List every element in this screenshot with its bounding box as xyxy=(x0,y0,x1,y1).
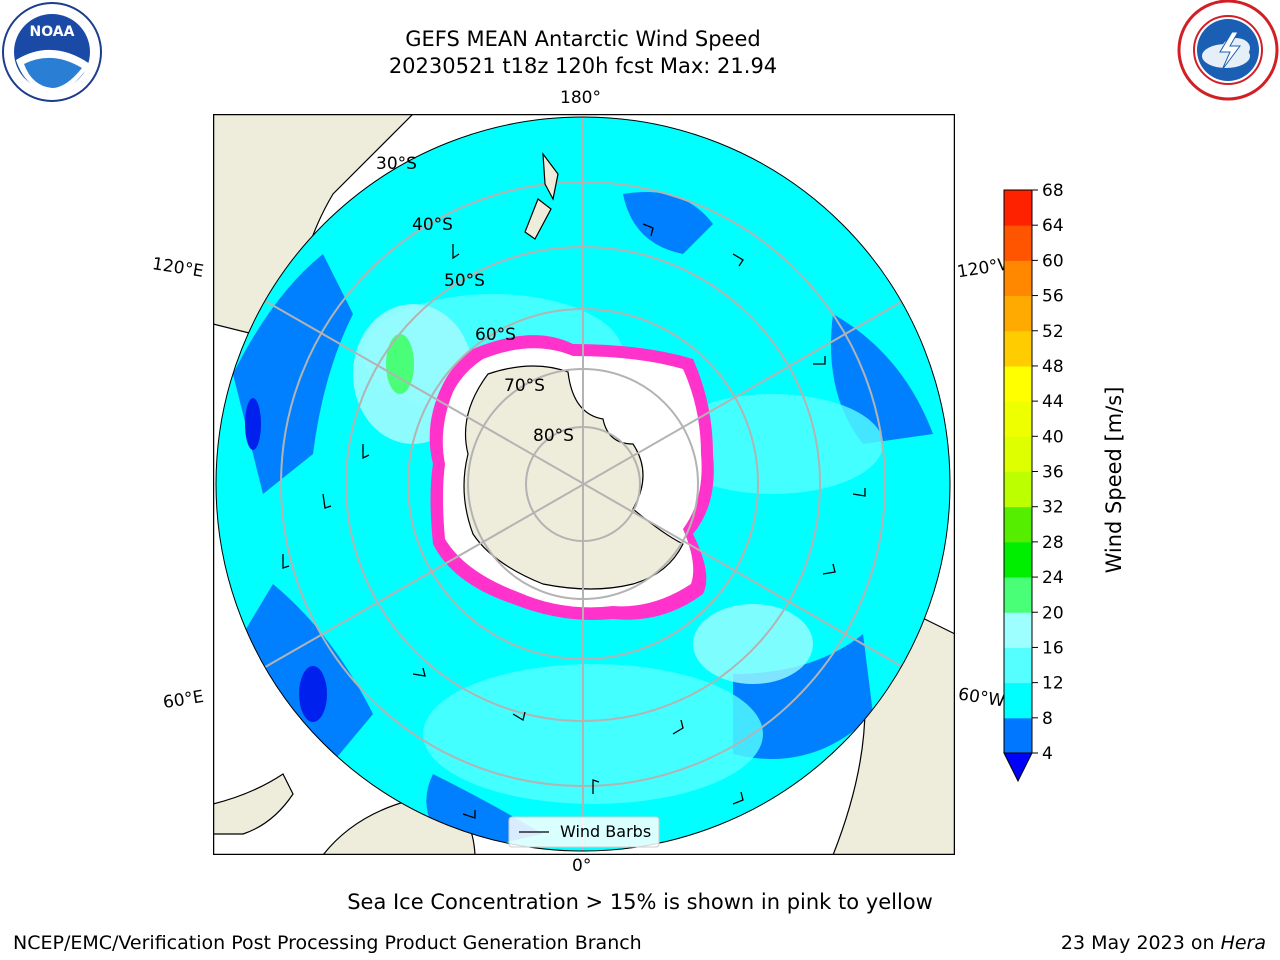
colorbar-segment xyxy=(1004,260,1032,297)
colorbar-tick-label: 48 xyxy=(1042,357,1064,377)
colorbar-tick-label: 56 xyxy=(1042,287,1064,307)
colorbar-tick-label: 28 xyxy=(1042,533,1064,553)
colorbar-tick-label: 8 xyxy=(1042,709,1053,729)
wind-barbs xyxy=(282,223,866,819)
lat-label-30s: 30°S xyxy=(376,154,417,174)
legend-label: Wind Barbs xyxy=(560,822,651,841)
colorbar-tick-label: 44 xyxy=(1042,392,1064,412)
lat-label-70s: 70°S xyxy=(504,376,545,396)
colorbar-tick-label: 4 xyxy=(1042,744,1053,764)
lon-label-60e: 60°E xyxy=(161,686,206,714)
graticule xyxy=(216,117,950,851)
colorbar-segment xyxy=(1004,401,1032,437)
chart-title-line2: 20230521 t18z 120h fcst Max: 21.94 xyxy=(388,54,778,78)
colorbar-tick-label: 16 xyxy=(1042,638,1064,658)
noaa-logo: NOAA xyxy=(0,2,104,104)
colorbar-tick-label: 60 xyxy=(1042,251,1064,271)
colorbar-label: Wind Speed [m/s] xyxy=(1102,386,1126,574)
nws-logo xyxy=(1176,0,1280,102)
noaa-logo-text: NOAA xyxy=(30,24,75,40)
colorbar-segment xyxy=(1004,295,1032,332)
colorbar-segment xyxy=(1004,330,1032,367)
colorbar-tick-label: 24 xyxy=(1042,568,1064,588)
colorbar-segment xyxy=(1004,365,1032,402)
lat-label-40s: 40°S xyxy=(412,215,453,235)
colorbar-segment xyxy=(1004,506,1032,543)
colorbar-segment xyxy=(1004,647,1032,684)
colorbar-segment xyxy=(1004,682,1032,719)
chart-title-line1: GEFS MEAN Antarctic Wind Speed xyxy=(405,27,761,51)
colorbar-tick-label: 12 xyxy=(1042,674,1064,694)
lon-label-0: 0° xyxy=(572,856,592,876)
colorbar-label-wrap: Wind Speed [m/s] xyxy=(1074,380,1126,580)
colorbar: 4 8 12 16 20 24 28 32 36 40 44 48 52 56 60 64 68 xyxy=(995,180,1115,800)
footer-date-text: 23 May 2023 on xyxy=(1060,932,1221,954)
colorbar-segment xyxy=(1004,717,1032,754)
colorbar-segment xyxy=(1004,225,1032,261)
madagascar-land xyxy=(212,773,294,835)
colorbar-segment xyxy=(1004,541,1032,578)
lon-label-120e: 120°E xyxy=(150,254,205,282)
colorbar-tick-label: 68 xyxy=(1042,181,1064,201)
colorbar-tick-label: 36 xyxy=(1042,463,1064,483)
colorbar-tick-label: 20 xyxy=(1042,603,1064,623)
lat-label-60s: 60°S xyxy=(475,325,516,345)
colorbar-extend-arrow xyxy=(1003,752,1033,783)
sea-ice-caption: Sea Ice Concentration > 15% is shown in … xyxy=(347,890,933,914)
colorbar-segment xyxy=(1004,471,1032,508)
footer-machine: Hera xyxy=(1220,932,1266,954)
colorbar-segment xyxy=(1004,612,1032,648)
footer-branch: NCEP/EMC/Verification Post Processing Pr… xyxy=(13,932,642,954)
colorbar-segment xyxy=(1004,577,1032,613)
colorbar-tick-label: 52 xyxy=(1042,322,1064,342)
polar-map: 30°S 40°S 50°S 60°S 70°S 80°S Wind Barbs xyxy=(212,113,956,856)
new-zealand-land xyxy=(524,152,559,240)
lat-label-50s: 50°S xyxy=(444,271,485,291)
lon-label-180: 180° xyxy=(560,88,601,108)
colorbar-tick-label: 40 xyxy=(1042,427,1064,447)
lat-label-80s: 80°S xyxy=(533,426,574,446)
colorbar-tick-label: 64 xyxy=(1042,216,1064,236)
footer-date: 23 May 2023 on Hera xyxy=(1061,932,1266,954)
colorbar-segment xyxy=(1004,190,1032,226)
legend: Wind Barbs xyxy=(508,816,660,848)
colorbar-tick-label: 32 xyxy=(1042,498,1064,518)
colorbar-segment xyxy=(1004,436,1032,472)
